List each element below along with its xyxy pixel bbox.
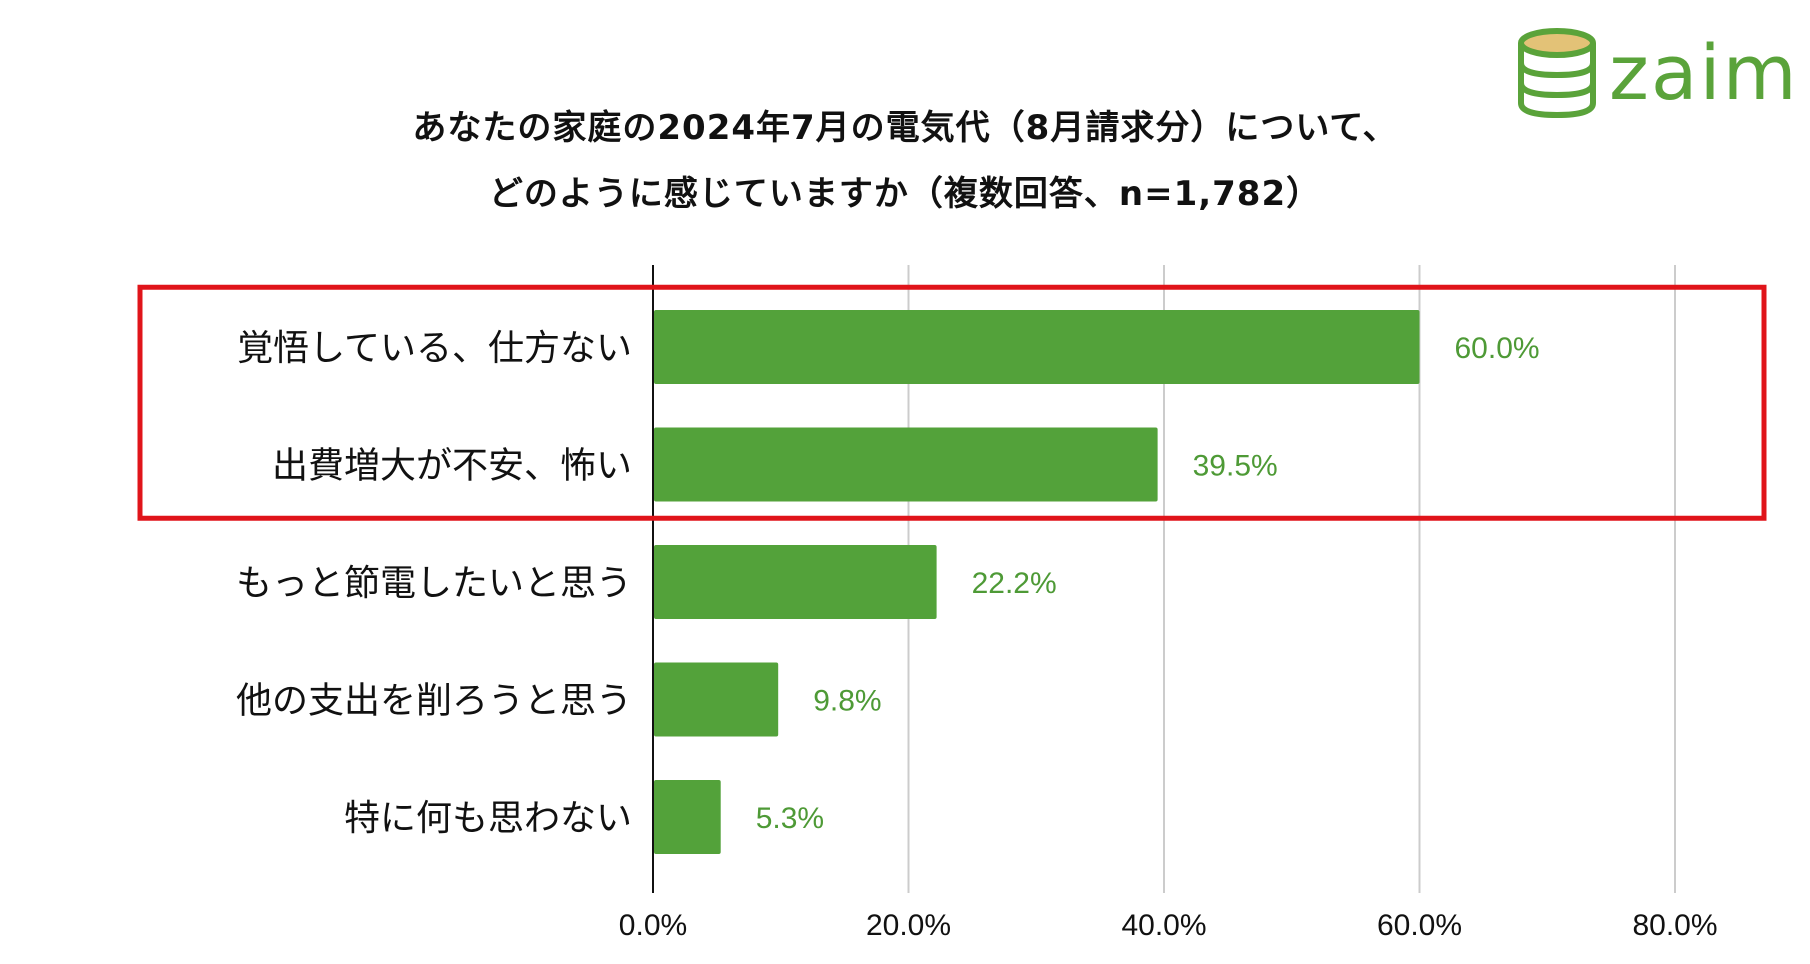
value-label: 60.0% (1455, 332, 1540, 365)
chart-title-line-2: どのように感じていますか（複数回答、n=1,782） (488, 174, 1322, 214)
zaim-logo: zaim (1512, 28, 1797, 119)
coin-stack-icon (1518, 28, 1596, 119)
logo-wordmark: zaim (1609, 28, 1799, 117)
bar (654, 662, 779, 737)
bar (654, 545, 937, 619)
category-label: もっと節電したいと思う (236, 563, 632, 604)
category-label: 特に何も思わない (344, 798, 632, 839)
x-tick-label: 60.0% (1377, 909, 1462, 942)
value-label: 5.3% (756, 802, 824, 835)
value-label: 22.2% (972, 567, 1057, 600)
tick-layer: 0.0% 20.0% 40.0% 60.0% 80.0% (619, 909, 1718, 942)
bar (654, 780, 721, 854)
highlight-layer (137, 284, 1767, 521)
x-tick-label: 40.0% (1121, 909, 1206, 942)
x-tick-label: 0.0% (619, 909, 687, 942)
highlight-box (137, 284, 1767, 521)
x-tick-label: 80.0% (1632, 909, 1717, 942)
x-tick-label: 20.0% (866, 909, 951, 942)
value-label: 9.8% (813, 685, 881, 718)
bar (654, 427, 1158, 502)
category-label: 覚悟している、仕方ない (237, 328, 632, 369)
bar-layer (654, 310, 1420, 854)
category-label: 他の支出を削ろうと思う (236, 681, 632, 722)
label-layer: 覚悟している、仕方ない 60.0% 出費増大が不安、怖い 39.5% もっと節電したいと… (236, 328, 1540, 839)
bar (654, 310, 1420, 384)
value-label: 39.5% (1193, 450, 1278, 483)
category-label: 出費増大が不安、怖い (272, 446, 632, 487)
chart-title-line-1: あなたの家庭の2024年7月の電気代（8月請求分）について、 (412, 108, 1398, 148)
